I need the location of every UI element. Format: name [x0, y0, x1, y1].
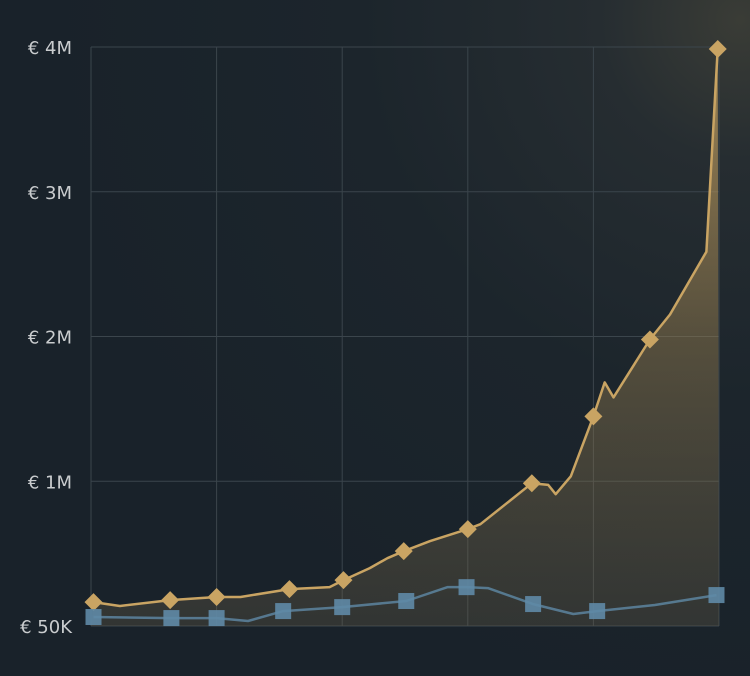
data-point-square [163, 610, 180, 627]
series-area [91, 49, 719, 626]
y-tick-label: € 50K [20, 617, 73, 638]
data-point-diamond [584, 407, 603, 426]
data-point-square [334, 599, 351, 616]
y-tick-label: € 1M [28, 472, 72, 493]
data-point-square [85, 609, 102, 626]
data-point-square [208, 610, 225, 627]
y-tick-label: € 4M [28, 38, 72, 59]
data-point-square [275, 603, 292, 620]
data-point-square [398, 593, 415, 610]
data-point-diamond [458, 520, 477, 539]
data-point-square [589, 603, 606, 620]
data-point-diamond [207, 588, 226, 607]
data-point-diamond [280, 580, 299, 599]
data-point-diamond [708, 40, 727, 59]
data-point-diamond [161, 591, 180, 610]
y-tick-label: € 3M [28, 183, 72, 204]
y-tick-label: € 2M [28, 328, 72, 349]
data-point-diamond [522, 474, 541, 493]
data-point-diamond [640, 330, 659, 349]
data-point-diamond [84, 593, 103, 612]
data-point-square [458, 579, 475, 596]
data-point-square [708, 587, 725, 604]
data-point-diamond [394, 542, 413, 561]
data-point-diamond [334, 571, 353, 590]
data-point-square [525, 596, 542, 613]
